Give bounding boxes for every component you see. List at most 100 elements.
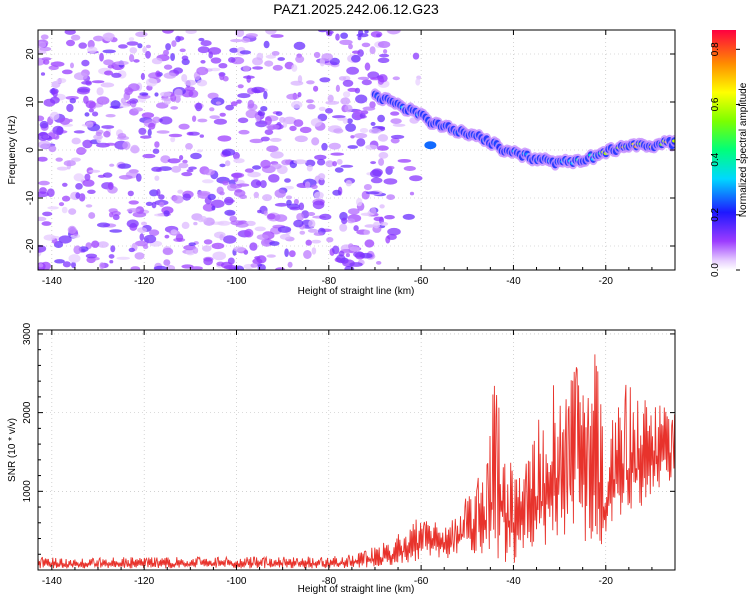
noise-blob [217, 220, 231, 226]
noise-blob [314, 191, 324, 199]
snr-xtick-label: -140 [42, 576, 62, 587]
noise-blob [264, 116, 272, 126]
noise-blob [184, 86, 196, 92]
noise-blob [139, 233, 145, 241]
noise-blob [332, 161, 337, 167]
noise-blob [339, 223, 348, 232]
noise-blob [209, 115, 220, 119]
noise-blob [229, 47, 239, 53]
noise-blob [270, 163, 282, 170]
noise-blob [346, 118, 353, 124]
noise-blob [290, 80, 304, 86]
noise-blob [148, 122, 156, 130]
noise-blob [178, 123, 190, 130]
noise-blob [312, 200, 325, 210]
noise-blob [351, 54, 361, 63]
noise-blob [71, 137, 81, 145]
noise-blob [196, 66, 209, 76]
noise-blob [155, 70, 161, 78]
noise-blob [281, 159, 292, 166]
noise-blob [202, 245, 212, 252]
spectrogram-xtick-label: -80 [322, 276, 337, 287]
noise-blob [252, 165, 262, 170]
noise-blob [47, 206, 59, 210]
noise-blob [159, 201, 165, 208]
noise-blob [293, 159, 307, 165]
noise-blob [270, 151, 284, 159]
noise-blob [207, 47, 222, 55]
noise-blob [307, 228, 319, 233]
noise-blob [230, 39, 243, 43]
noise-blob [377, 114, 385, 123]
noise-blob [269, 241, 280, 246]
noise-blob [41, 57, 52, 61]
colorbar-ticks: 0.0 0.2 0.4 0.6 0.8 [710, 42, 740, 277]
noise-blob [415, 78, 421, 86]
noise-blob [207, 92, 219, 100]
noise-blob [272, 64, 283, 71]
noise-blob [64, 30, 76, 35]
noise-blob [196, 190, 211, 196]
noise-blob [153, 265, 167, 270]
noise-blob [339, 39, 353, 45]
colorbar-tick-label: 0.4 [710, 152, 721, 166]
noise-blob [238, 129, 250, 135]
noise-blob [41, 221, 52, 226]
noise-blob [383, 178, 398, 185]
noise-blob [297, 92, 302, 98]
noise-blob [85, 204, 93, 208]
noise-blob [181, 264, 194, 269]
noise-blob [305, 159, 316, 167]
noise-blob [291, 64, 298, 72]
noise-blob [260, 180, 267, 189]
noise-blob [50, 61, 65, 67]
noise-blob [241, 37, 251, 43]
noise-blob [233, 158, 245, 164]
noise-blob [172, 195, 184, 204]
noise-blob [379, 204, 385, 209]
noise-blob [109, 163, 115, 167]
snr-xtick-label: -80 [322, 576, 337, 587]
figure-title: PAZ1.2025.242.06.12.G23 [273, 1, 439, 17]
noise-blob [111, 211, 121, 216]
noise-blob [38, 244, 47, 253]
noise-blob [224, 209, 236, 216]
noise-blob [330, 152, 345, 156]
noise-blob [71, 261, 76, 269]
snr-xtick-label: -100 [226, 576, 246, 587]
noise-blob [188, 131, 200, 136]
noise-blob [213, 118, 227, 125]
noise-blob [356, 138, 366, 147]
noise-blob [412, 52, 420, 60]
noise-blob [262, 194, 272, 202]
spectrogram-xtick-label: -60 [414, 276, 429, 287]
noise-blob [377, 74, 388, 83]
noise-blob [349, 262, 363, 267]
noise-blob [321, 53, 334, 62]
noise-blob [58, 202, 65, 207]
noise-blob [181, 55, 189, 61]
noise-blob [378, 152, 389, 159]
noise-blob [264, 60, 274, 67]
noise-blob [277, 226, 292, 233]
noise-blob [102, 49, 116, 54]
noise-blob [271, 51, 280, 56]
noise-blob [255, 120, 268, 128]
noise-blob [127, 190, 134, 197]
noise-blob [118, 175, 133, 180]
noise-blob [295, 55, 305, 63]
noise-blob [108, 254, 115, 259]
noise-blob [200, 60, 206, 64]
noise-blob [126, 208, 141, 213]
noise-blob [235, 30, 245, 37]
noise-blob [177, 189, 184, 194]
noise-blob [386, 194, 396, 201]
noise-blob [99, 52, 104, 62]
noise-blob [56, 78, 67, 84]
noise-blob [265, 30, 277, 35]
noise-blob [179, 48, 186, 53]
noise-blob [138, 127, 147, 135]
noise-blob [151, 166, 162, 172]
noise-blob [239, 50, 252, 55]
noise-blob [242, 65, 250, 72]
